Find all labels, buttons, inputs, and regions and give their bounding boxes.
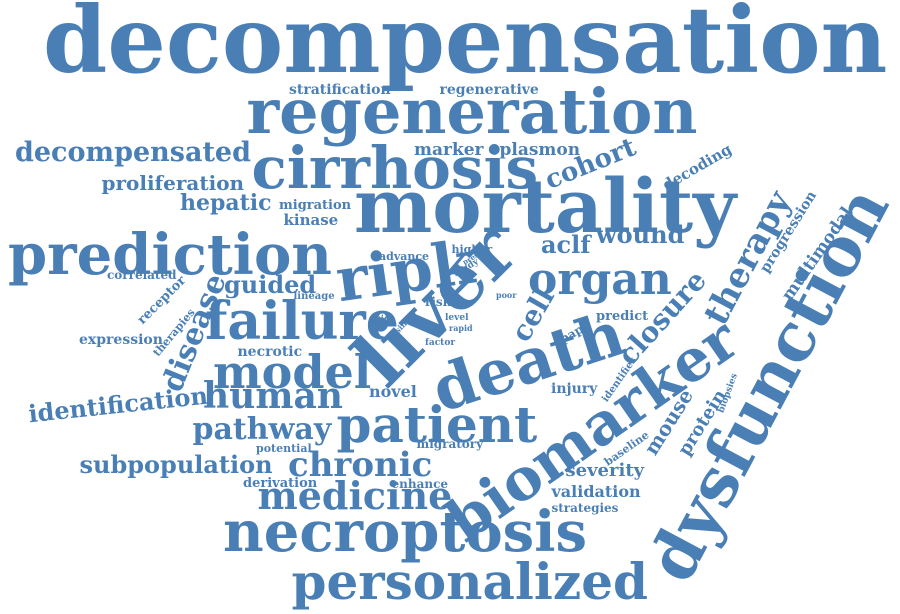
word: derivation xyxy=(243,475,318,491)
word: injury xyxy=(551,381,598,397)
word: level xyxy=(445,312,469,323)
word: patient xyxy=(336,395,538,454)
word: organ xyxy=(528,254,672,305)
word: advance xyxy=(379,249,430,263)
word: medicine xyxy=(257,473,453,518)
word: necroptosis xyxy=(223,499,587,565)
word: guided xyxy=(224,270,317,299)
word: poor xyxy=(496,290,517,300)
word: decompensation xyxy=(43,0,888,94)
word: enhance xyxy=(391,477,449,491)
word: chronic xyxy=(288,445,433,485)
word: higher xyxy=(451,242,493,256)
word: lineage xyxy=(293,291,335,302)
word: potential xyxy=(256,441,312,455)
word: marker xyxy=(414,139,484,160)
word: human xyxy=(203,375,343,417)
word: correlated xyxy=(107,268,177,282)
word: necrotic xyxy=(237,344,303,360)
word: migratory xyxy=(416,437,484,451)
word: validation xyxy=(551,482,641,501)
word: regeneration xyxy=(246,75,698,148)
word: aclf xyxy=(541,230,591,259)
word: severity xyxy=(565,460,645,481)
word: rapid xyxy=(449,323,473,333)
word: regenerative xyxy=(439,82,539,98)
word: novel xyxy=(369,382,417,401)
word: hepatic xyxy=(180,190,272,216)
word: guide xyxy=(369,313,395,323)
word: factor xyxy=(425,337,456,348)
word: wound xyxy=(596,220,685,249)
word: plasmon xyxy=(499,139,581,160)
word: model xyxy=(213,345,372,399)
word: mortality xyxy=(354,164,737,250)
word: pathway xyxy=(192,412,332,447)
word: decompensated xyxy=(15,136,251,168)
word: stratification xyxy=(289,82,391,98)
word: predict xyxy=(596,308,649,324)
word: strategies xyxy=(551,501,619,515)
word: cirrhosis xyxy=(251,134,539,202)
word: prediction xyxy=(8,222,333,288)
word: personalized xyxy=(291,552,649,611)
word: kinase xyxy=(283,210,339,229)
word: risk xyxy=(425,295,451,309)
word: subpopulation xyxy=(79,450,273,479)
word: migration xyxy=(279,197,352,213)
word: failure xyxy=(205,291,399,352)
word: proliferation xyxy=(101,171,245,195)
word: expression xyxy=(79,332,163,348)
